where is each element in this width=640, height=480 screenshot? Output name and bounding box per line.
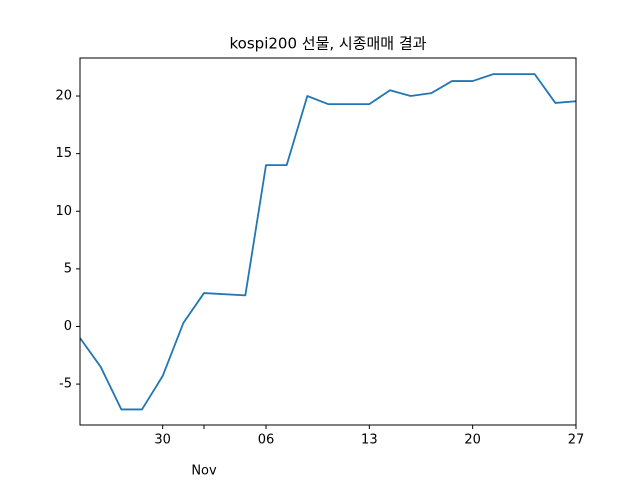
y-tick-label: -5 bbox=[59, 377, 72, 392]
y-tick-label: 5 bbox=[64, 261, 72, 276]
x-tick-label: 30 bbox=[154, 433, 171, 448]
chart-title: kospi200 선물, 시종매매 결과 bbox=[230, 35, 427, 53]
x-tick-label: 27 bbox=[568, 433, 585, 448]
x-tick-label: 13 bbox=[361, 433, 378, 448]
y-tick-label: 15 bbox=[55, 146, 72, 161]
y-tick-label: 0 bbox=[64, 319, 72, 334]
plot-frame bbox=[79, 57, 577, 426]
x-tick-label: 20 bbox=[464, 433, 481, 448]
x-tick-label: 06 bbox=[258, 433, 275, 448]
y-tick-label: 20 bbox=[55, 89, 72, 104]
x-major-tick-label: Nov bbox=[191, 464, 217, 479]
line bbox=[80, 73, 576, 411]
y-tick-label: 10 bbox=[55, 204, 72, 219]
